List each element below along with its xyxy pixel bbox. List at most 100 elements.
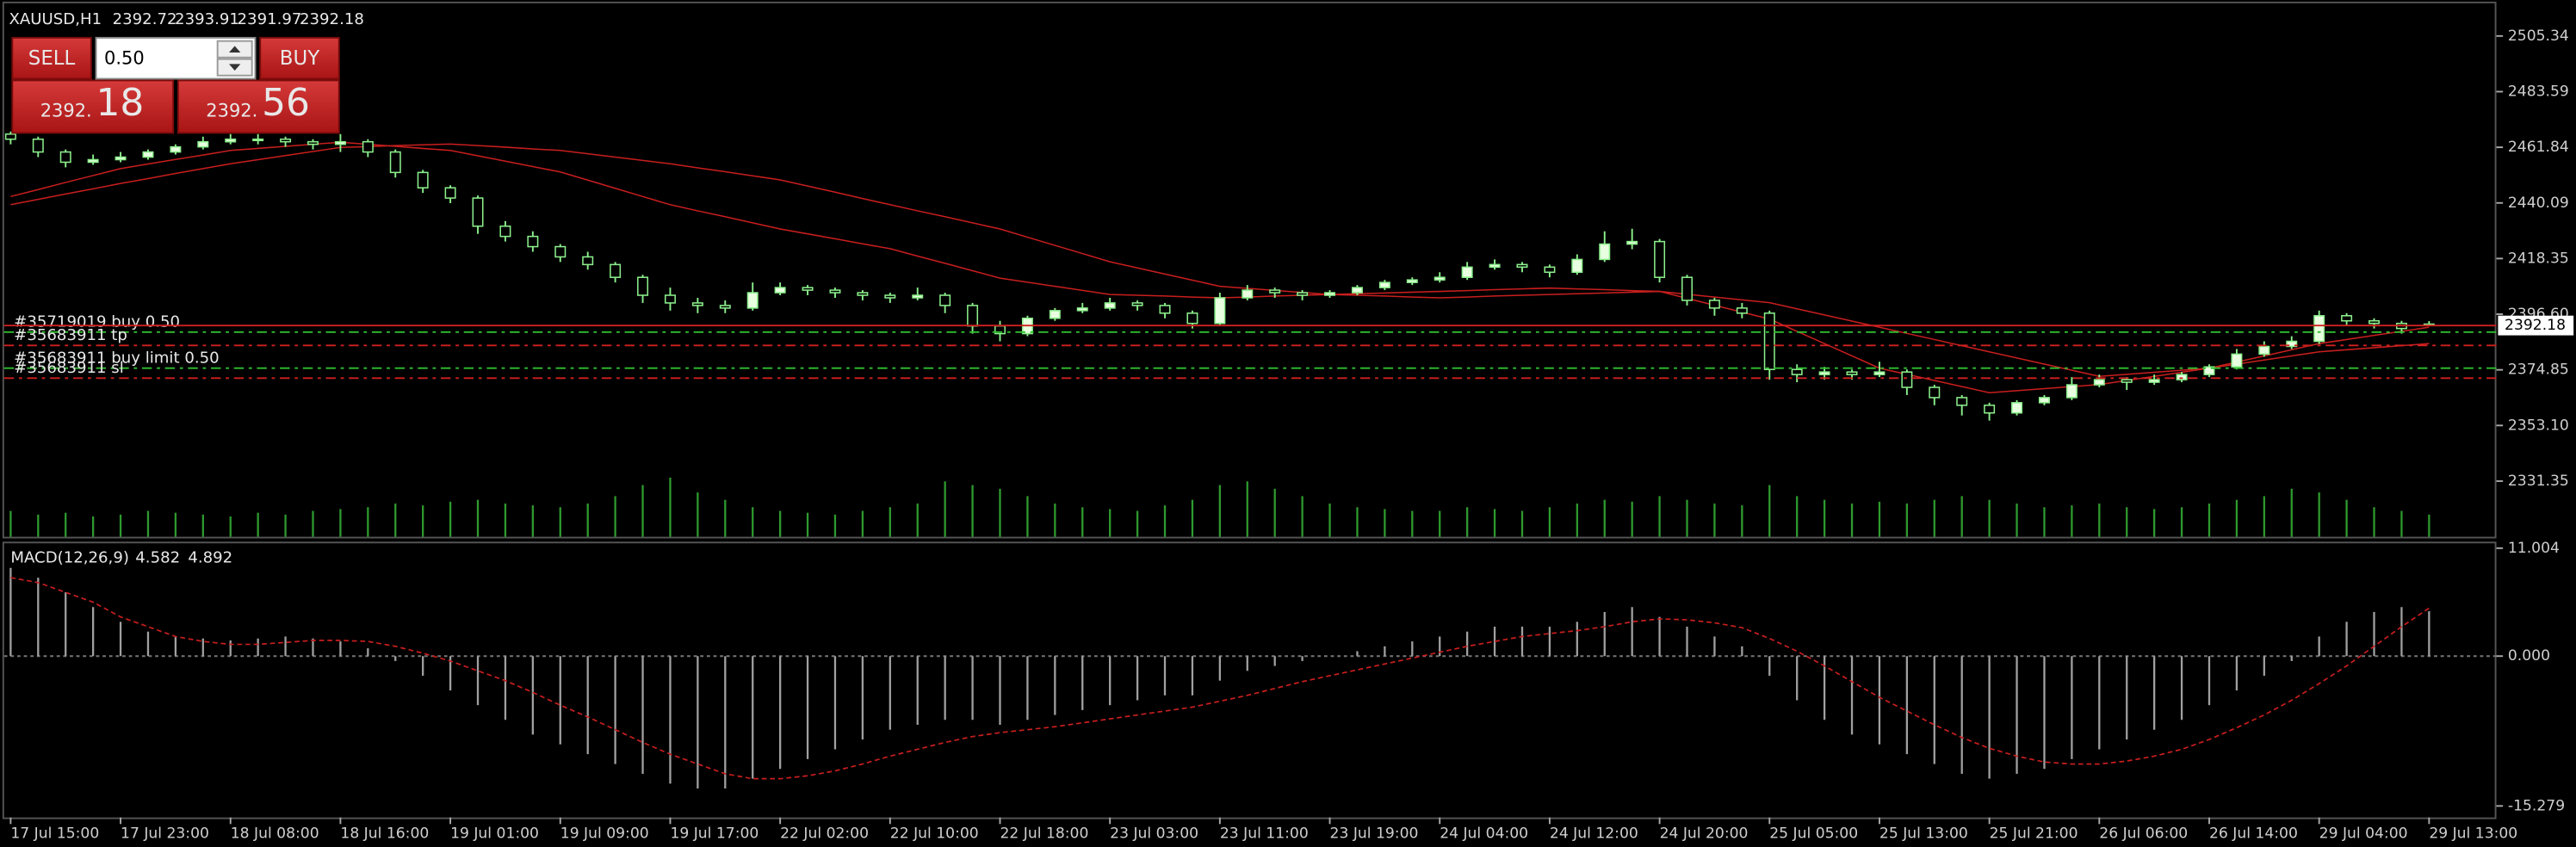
sell-button[interactable] [11,36,92,80]
x-tick-label: 24 Jul 20:00 [1660,825,1749,843]
candle-body [1984,405,1996,414]
y-tick-label: 2374.85 [2508,362,2569,379]
candle-body [1489,263,1501,269]
candle-body [472,197,484,227]
macd-value: 4.582 [135,548,180,566]
candle-body [1159,305,1171,314]
lot-value: 0.50 [104,48,145,69]
candle-body [2121,379,2133,383]
candle-body [1104,302,1116,309]
x-tick-label: 18 Jul 16:00 [340,825,429,843]
y-tick-label: 2418.35 [2508,250,2569,267]
candle-body [2065,384,2078,399]
x-tick-label: 25 Jul 05:00 [1769,825,1858,843]
candle-body [2286,340,2298,348]
candle-body [115,156,127,161]
candle-body [1242,289,1254,299]
candle-body [197,140,209,148]
sell-price-box[interactable] [11,79,175,134]
bid-label: 2392.18 [2505,317,2566,334]
buy-label: BUY [280,47,320,70]
candle-body [1214,297,1226,325]
candle-body [1626,240,1638,245]
header-open: 2392.72 [113,10,177,28]
macd-signal-value: 4.892 [188,548,232,566]
candle-body [32,138,44,153]
candle-body [1956,397,1968,406]
order-label: #35683911 tp [14,326,127,344]
moving-average [10,143,2430,378]
candle-body [1351,287,1363,294]
candle-body [1929,386,1941,399]
candle-body [1901,371,1913,388]
candle-body [1846,371,1858,375]
candle-body [499,226,511,238]
y-tick-label: 2483.59 [2508,83,2569,100]
candle-body [582,256,594,266]
candle-body [1599,243,1611,261]
y-tick-label: -15.279 [2508,797,2565,814]
candle-body [774,287,786,294]
header-close: 2392.18 [300,10,364,28]
candle-body [1571,258,1583,274]
candle-body [1269,289,1281,294]
y-tick-label: 2331.35 [2508,473,2569,490]
candle-body [1736,307,1748,314]
x-tick-label: 23 Jul 03:00 [1110,825,1198,843]
candle-body [2093,379,2105,386]
order-label: #35683911 buy limit 0.50 [14,349,219,367]
candle-body [2038,397,2050,404]
x-tick-label: 22 Jul 18:00 [1000,825,1088,843]
x-tick-label: 22 Jul 10:00 [890,825,979,843]
candle-body [1544,266,1556,274]
candle-body [2203,366,2215,375]
buy-price-pips: 56 [262,81,310,125]
candle-body [2011,402,2023,414]
candle-body [87,158,99,164]
x-tick-label: 17 Jul 23:00 [121,825,209,843]
candle-body [4,133,16,140]
candle-body [2231,353,2243,368]
candle-body [417,171,429,189]
candle-body [2341,315,2353,322]
candle-body [1654,240,1666,278]
x-tick-label: 18 Jul 08:00 [231,825,319,843]
candle-body [2148,379,2160,383]
candle-body [967,305,979,327]
y-tick-label: 2353.10 [2508,417,2569,434]
x-tick-label: 24 Jul 04:00 [1440,825,1528,843]
order-label: #35719019 buy 0.50 [14,312,180,331]
candle-body [59,151,71,164]
candle-body [1434,276,1446,281]
header-low: 2391.97 [238,10,302,28]
x-tick-label: 23 Jul 19:00 [1330,825,1419,843]
candle-body [1873,371,1886,375]
buy-button[interactable] [259,36,340,80]
x-tick-label: 19 Jul 01:00 [450,825,539,843]
candle-body [884,294,896,299]
x-tick-label: 29 Jul 13:00 [2429,825,2517,843]
candle-body [307,140,319,145]
candle-body [802,287,814,291]
candle-body [280,138,292,143]
candle-body [334,140,346,145]
plot-layer: 2331.352353.102374.852396.602418.352440.… [3,28,2574,843]
candle-body [1378,281,1390,288]
sell-price-pips: 18 [96,81,145,125]
candle-body [1763,312,1775,370]
main-panel-frame [2,1,2497,539]
trade-panel: SELL 0.50 BUY 2392. 18 2392. 56 [11,36,340,134]
x-tick-label: 25 Jul 13:00 [1879,825,1968,843]
symbol: XAUUSD,H1 [9,10,102,28]
spin-arrows [229,46,241,71]
candle-body [1131,302,1143,306]
candle-body [691,302,703,306]
candle-body [527,235,539,248]
candle-body [1186,312,1198,325]
buy-price-box[interactable] [176,79,340,134]
candle-body [2176,374,2188,380]
candle-body [829,289,841,294]
candle-body [1297,292,1309,296]
x-tick-label: 17 Jul 15:00 [10,825,99,843]
